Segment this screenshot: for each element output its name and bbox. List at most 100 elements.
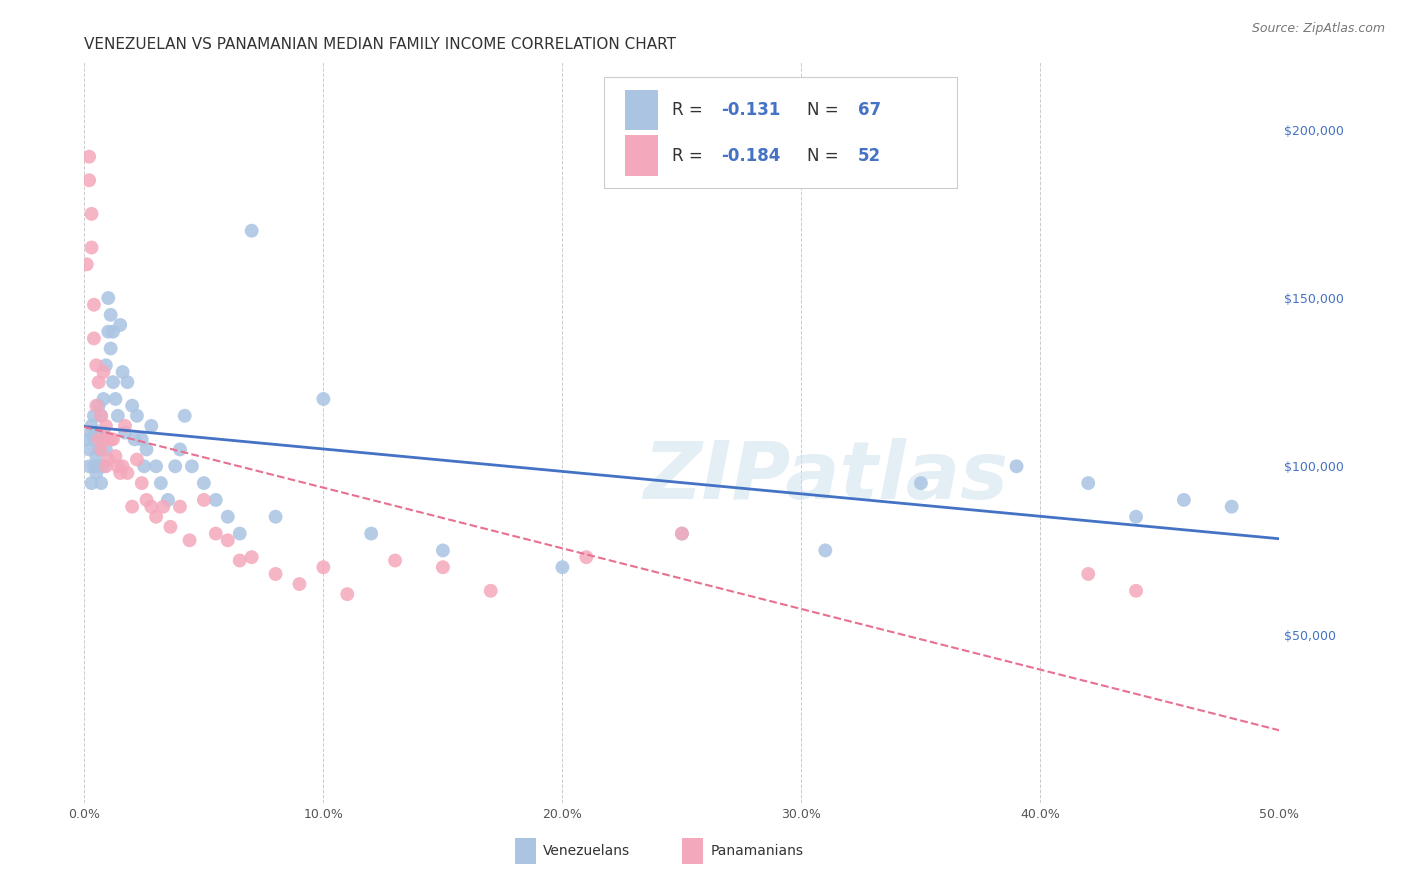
Point	[100, 342, 122, 356]
Point	[145, 509, 167, 524]
Point	[83, 298, 105, 312]
Point	[114, 418, 136, 433]
Point	[149, 476, 172, 491]
Point	[93, 392, 115, 406]
Point	[671, 526, 693, 541]
Point	[77, 459, 100, 474]
Point	[93, 365, 115, 379]
Point	[86, 425, 108, 440]
Text: Source: ZipAtlas.com: Source: ZipAtlas.com	[1251, 22, 1385, 36]
Point	[814, 543, 837, 558]
Point	[90, 442, 112, 457]
Point	[1077, 476, 1099, 491]
FancyBboxPatch shape	[605, 78, 957, 188]
Point	[97, 325, 120, 339]
Point	[114, 425, 136, 440]
Point	[671, 526, 693, 541]
Text: Panamanians: Panamanians	[710, 844, 804, 858]
Point	[94, 459, 117, 474]
Point	[100, 433, 122, 447]
Text: Venezuelans: Venezuelans	[543, 844, 630, 858]
Point	[87, 459, 110, 474]
Point	[132, 459, 156, 474]
Text: 52: 52	[858, 146, 880, 165]
Point	[83, 433, 105, 447]
Point	[80, 418, 103, 433]
Point	[1005, 459, 1028, 474]
Point	[179, 533, 201, 548]
Point	[1125, 509, 1147, 524]
Point	[93, 425, 115, 440]
Point	[80, 425, 103, 440]
Point	[173, 409, 195, 423]
Point	[117, 375, 139, 389]
Point	[141, 418, 163, 433]
Point	[131, 433, 153, 447]
Point	[479, 583, 502, 598]
Point	[77, 150, 100, 164]
Point	[87, 399, 110, 413]
Point	[157, 492, 180, 507]
FancyBboxPatch shape	[682, 838, 703, 863]
Point	[288, 577, 311, 591]
Point	[1173, 492, 1195, 507]
Point	[135, 492, 157, 507]
Point	[1125, 583, 1147, 598]
Point	[104, 449, 127, 463]
Point	[110, 466, 132, 480]
Point	[80, 207, 103, 221]
Point	[152, 500, 174, 514]
Text: R =: R =	[672, 101, 709, 119]
Point	[77, 173, 100, 187]
Point	[83, 331, 105, 345]
Point	[121, 500, 143, 514]
Point	[90, 476, 112, 491]
Point	[93, 459, 115, 474]
Point	[125, 452, 148, 467]
Text: N =: N =	[807, 146, 844, 165]
Point	[217, 533, 239, 548]
Point	[83, 409, 105, 423]
Point	[101, 375, 124, 389]
Point	[90, 433, 112, 447]
Point	[87, 433, 110, 447]
Point	[575, 550, 598, 565]
Point	[264, 509, 287, 524]
Point	[87, 375, 110, 389]
Text: R =: R =	[672, 146, 709, 165]
Point	[240, 550, 263, 565]
Point	[169, 442, 191, 457]
Point	[86, 466, 108, 480]
Point	[117, 466, 139, 480]
Point	[360, 526, 382, 541]
Text: -0.184: -0.184	[721, 146, 780, 165]
Point	[86, 449, 108, 463]
Point	[97, 452, 120, 467]
Point	[101, 433, 124, 447]
Point	[432, 560, 454, 574]
Point	[86, 399, 108, 413]
Point	[76, 257, 98, 271]
Point	[193, 492, 215, 507]
Point	[124, 433, 146, 447]
Point	[205, 492, 228, 507]
Point	[80, 476, 103, 491]
Point	[240, 224, 263, 238]
Point	[110, 318, 132, 332]
Point	[165, 459, 187, 474]
Point	[217, 509, 239, 524]
Text: VENEZUELAN VS PANAMANIAN MEDIAN FAMILY INCOME CORRELATION CHART: VENEZUELAN VS PANAMANIAN MEDIAN FAMILY I…	[84, 37, 676, 52]
Point	[104, 392, 127, 406]
Point	[910, 476, 932, 491]
Point	[131, 476, 153, 491]
FancyBboxPatch shape	[624, 89, 658, 130]
Point	[97, 291, 120, 305]
Point	[107, 459, 129, 474]
Point	[145, 459, 167, 474]
Point	[76, 433, 98, 447]
Text: -0.131: -0.131	[721, 101, 780, 119]
Point	[111, 365, 134, 379]
Point	[181, 459, 204, 474]
Point	[125, 409, 148, 423]
Point	[135, 442, 157, 457]
